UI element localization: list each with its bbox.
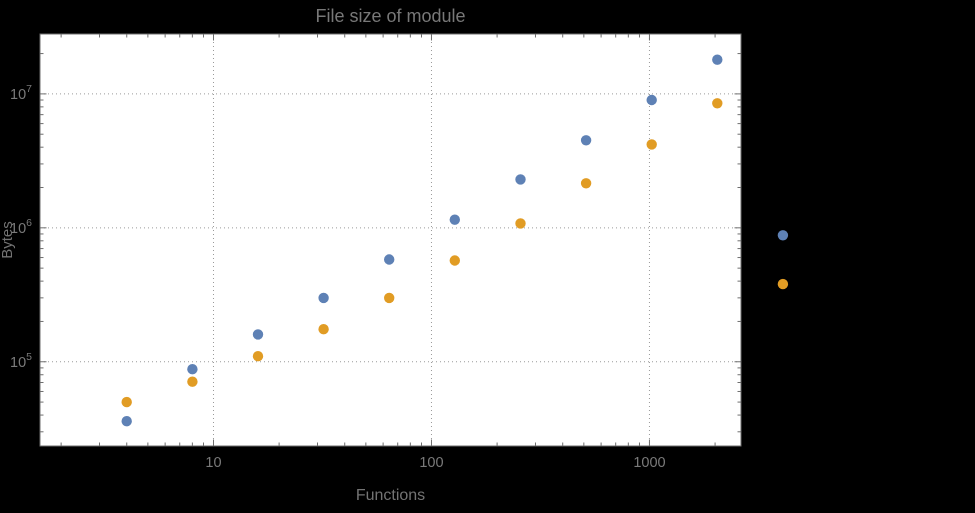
plot-frame [39,33,742,447]
data-point-series-orange [449,255,460,266]
x-tick-label: 10 [205,455,221,471]
data-point-series-orange [515,218,526,229]
data-point-series-blue [318,292,329,304]
data-point-series-orange [646,139,657,150]
y-tick-label: 105 [10,351,32,371]
data-point-series-blue [187,364,198,375]
data-point-series-blue [712,54,723,65]
data-point-series-blue [646,94,657,106]
y-tick-label: 106 [10,217,32,237]
data-point-series-orange [777,278,789,290]
data-point-series-blue [121,416,132,427]
y-tick-label: 107 [10,83,32,103]
data-point-series-orange [580,178,592,189]
y-axis-label: Bytes [0,221,16,259]
data-point-series-orange [384,292,395,304]
data-point-series-orange [121,396,132,408]
data-point-series-blue [384,254,395,265]
data-point-series-blue [252,329,264,340]
data-point-series-blue [449,214,460,225]
x-tick-label: 100 [419,455,443,471]
chart-title: File size of module [315,6,466,26]
x-tick-label: 1000 [633,455,665,471]
data-point-series-orange [187,376,198,387]
plot-area [40,34,741,446]
data-point-series-blue [515,174,526,185]
data-point-series-orange [318,324,329,335]
data-point-series-blue [580,135,592,146]
data-point-series-blue [777,230,789,241]
data-point-series-orange [712,98,723,109]
x-axis-label: Functions [355,487,426,504]
data-point-series-orange [252,351,264,362]
